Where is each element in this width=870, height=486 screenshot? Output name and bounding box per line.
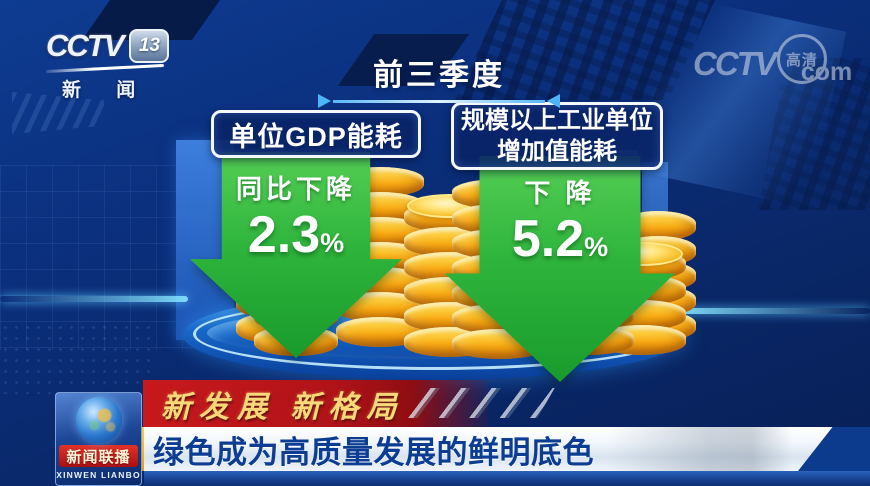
watermark-suffix: com	[800, 58, 853, 86]
change-value: 2.3%	[190, 209, 402, 261]
watermark-brand: CCTV	[693, 45, 777, 82]
glow-streak-left	[0, 296, 188, 302]
program-logo-title: 新闻联播	[59, 445, 138, 467]
indicator-label-line2: 增加值能耗	[497, 138, 617, 165]
change-label: 同比下降	[235, 174, 356, 204]
channel-name: 新 闻	[62, 80, 151, 101]
topic-ribbon-text: 新发展 新格局	[161, 390, 405, 424]
decline-arrow-industrial: 下 降 5.2%	[445, 156, 675, 382]
headline-subbar	[144, 471, 870, 486]
period-text: 前三季度	[373, 59, 505, 92]
headline-banner: 绿色成为高质量发展的鲜明底色	[144, 427, 870, 471]
indicator-card-gdp: 单位GDP能耗	[211, 110, 421, 158]
change-label: 下 降	[524, 178, 596, 208]
indicator-card-industrial: 规模以上工业单位 增加值能耗	[451, 102, 663, 170]
program-logo-subtitle: XINWEN LIANBO	[56, 470, 141, 480]
value-number: 5.2	[511, 210, 585, 268]
decline-arrow-gdp: 同比下降 2.3%	[190, 152, 402, 358]
indicator-label-line1: 规模以上工业单位	[461, 106, 653, 134]
bg-tile-pattern	[455, 0, 715, 100]
glow-streak-right	[680, 308, 870, 314]
headline-text: 绿色成为高质量发展的鲜明底色	[153, 434, 594, 470]
topic-ribbon: 新发展 新格局	[143, 380, 488, 427]
period-label: 前三季度	[318, 50, 560, 108]
globe-icon	[75, 397, 122, 443]
channel-brand: CCTV	[46, 28, 124, 63]
program-logo: 新闻联播 XINWEN LIANBO	[55, 392, 142, 486]
network-watermark: CCTV 高清 com	[693, 34, 852, 88]
channel-logo: CCTV 13 新 闻	[46, 28, 170, 102]
channel-number-badge: 13	[129, 29, 170, 63]
bg-dots	[0, 322, 150, 394]
value-number: 2.3	[247, 206, 321, 264]
value-unit: %	[320, 228, 345, 258]
value-unit: %	[584, 232, 609, 262]
period-underline	[318, 94, 560, 108]
logo-swoosh	[46, 63, 164, 74]
hd-badge-icon: 高清	[776, 34, 827, 84]
change-value: 5.2%	[445, 213, 675, 265]
indicator-label: 单位GDP能耗	[229, 121, 403, 152]
